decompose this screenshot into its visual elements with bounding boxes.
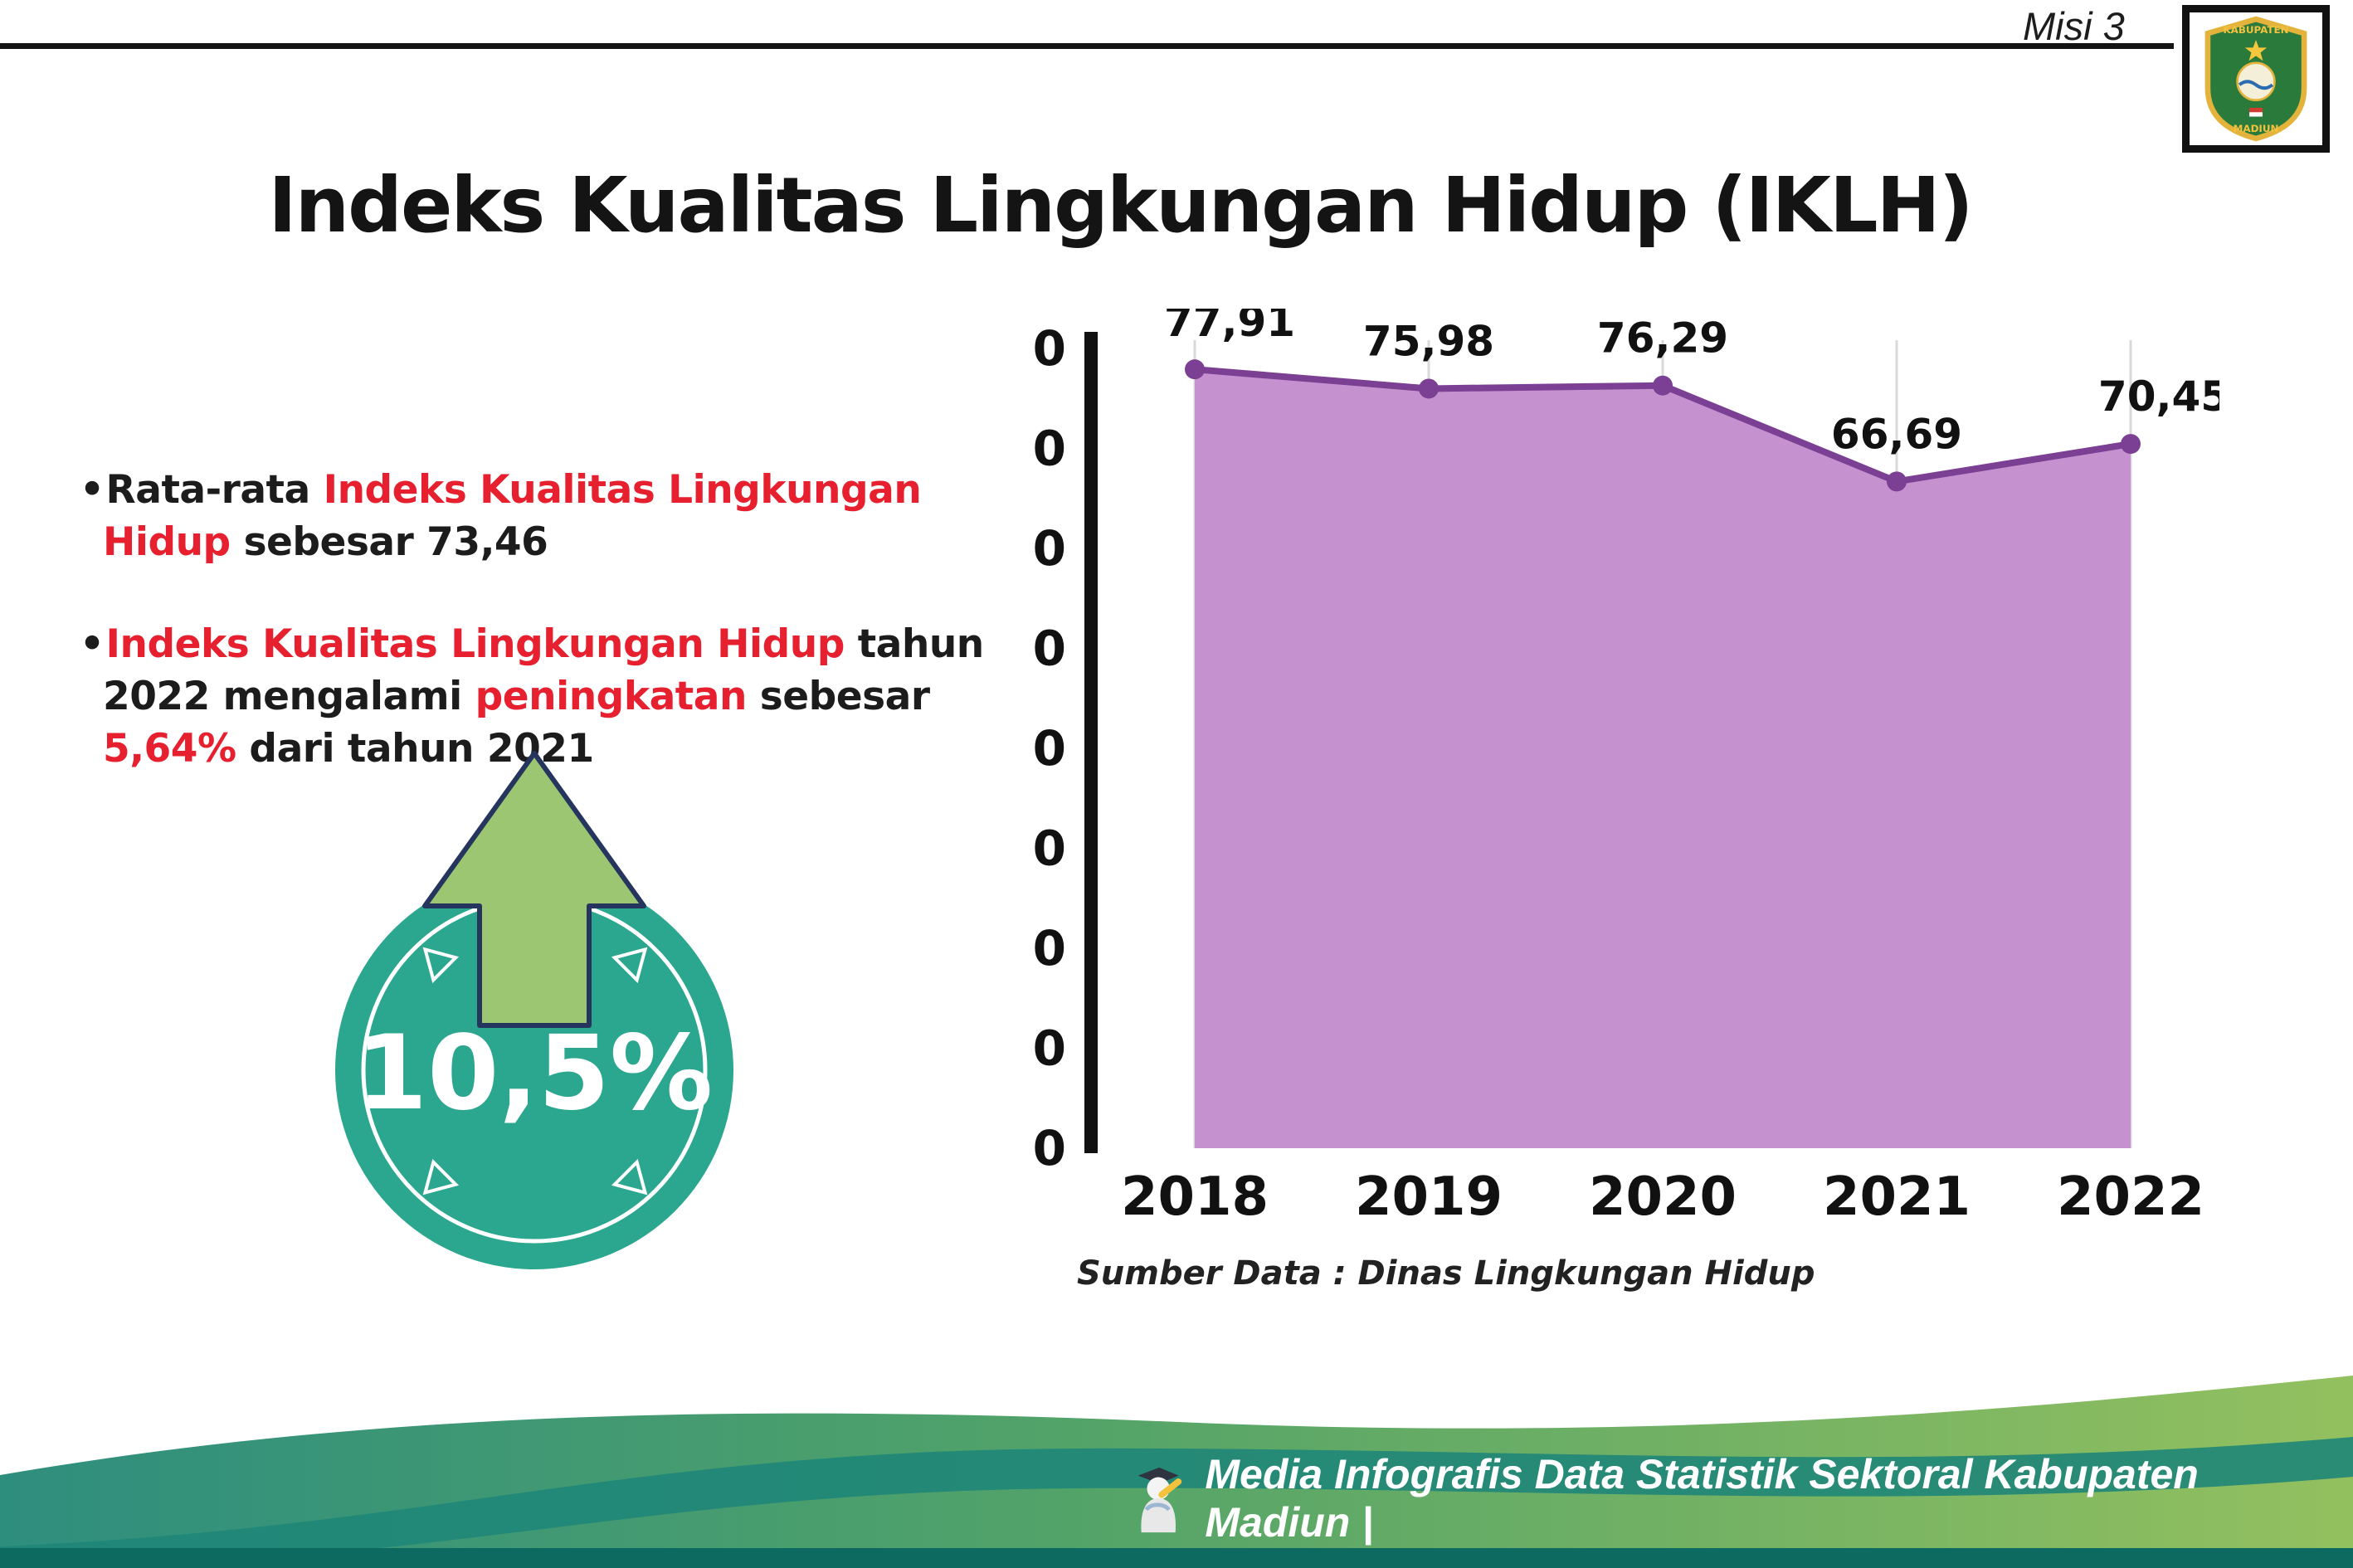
y-tick-label: 70 — [1033, 421, 1066, 477]
page-title: Indeks Kualitas Lingkungan Hidup (IKLH) — [268, 160, 1973, 250]
y-tick-label: 20 — [1033, 920, 1066, 976]
logo-flag-white — [2249, 112, 2263, 117]
badge-value: 10,5% — [356, 1014, 713, 1133]
data-label: 76,29 — [1597, 314, 1728, 363]
badge-triangle-ne-icon — [611, 947, 648, 984]
iklh-area-chart: 0 10 20 30 40 50 60 70 80 77,91 75,98 76,29 66,69 70,… — [1033, 309, 2219, 1228]
x-tick-label: 2019 — [1355, 1166, 1503, 1228]
data-point — [1185, 359, 1205, 380]
y-tick-label: 60 — [1033, 520, 1066, 577]
data-point — [2121, 434, 2141, 455]
y-tick-label: 80 — [1033, 320, 1066, 377]
chart-source: Sumber Data : Dinas Lingkungan Hidup — [1077, 1254, 1815, 1293]
x-tick-label: 2022 — [2057, 1166, 2204, 1228]
y-tick-label: 40 — [1033, 720, 1066, 777]
badge-circle — [335, 871, 733, 1269]
logo-frame: KABUPATEN MADIUN — [2182, 5, 2330, 153]
x-tick-label: 2018 — [1121, 1166, 1269, 1228]
y-tick-label: 50 — [1033, 621, 1066, 677]
bullet1-text-2: sebesar 73,46 — [230, 519, 548, 565]
kabupaten-madiun-logo: KABUPATEN MADIUN — [2204, 16, 2307, 142]
y-tick-label: 30 — [1033, 821, 1066, 877]
mascot-cap-icon — [1138, 1467, 1179, 1484]
logo-star-icon — [2244, 40, 2268, 61]
data-point — [1653, 375, 1673, 396]
growth-badge: 10,5% — [335, 751, 733, 1269]
data-label: 75,98 — [1363, 317, 1494, 365]
bullet1-text-1: Rata-rata — [105, 467, 324, 513]
bullet-list: Rata-rata Indeks Kualitas Lingkungan Hid… — [80, 465, 1001, 825]
logo-emblem — [2236, 61, 2276, 102]
bullet2-highlight-2: peningkatan — [475, 673, 748, 719]
footer-wave-teal — [0, 1437, 2353, 1568]
up-arrow-icon — [422, 751, 646, 1028]
bullet2-highlight-1: Indeks Kualitas Lingkungan Hidup — [105, 621, 845, 667]
mascot-arm — [1144, 1502, 1171, 1512]
footer-strip — [0, 1548, 2353, 1568]
data-label: 77,91 — [1164, 309, 1295, 346]
logo-bottom-text: MADIUN — [2234, 123, 2279, 134]
mascot-icon — [1138, 1467, 1182, 1533]
mascot-pencil-icon — [1158, 1478, 1182, 1498]
logo-top-text: KABUPATEN — [2223, 24, 2288, 36]
top-rule — [0, 43, 2174, 49]
y-tick-label: 0 — [1033, 1120, 1066, 1176]
footer-text: Media Infografis Data Statistik Sektoral… — [1205, 1451, 2199, 1546]
misi-label: Misi 3 — [2023, 4, 2125, 48]
data-point — [1887, 471, 1907, 492]
x-tick-label: 2020 — [1589, 1166, 1737, 1228]
bullet2-text-2: sebesar — [746, 673, 930, 719]
data-point — [1419, 378, 1439, 399]
data-label: 66,69 — [1831, 410, 1962, 458]
x-tick-label: 2021 — [1823, 1166, 1971, 1228]
y-tick-label: 10 — [1033, 1020, 1066, 1077]
bullet2-highlight-3: 5,64% — [103, 725, 236, 772]
footer-wave — [0, 1376, 2353, 1568]
badge-triangle-sw-icon — [422, 1158, 460, 1195]
logo-wave-icon — [2238, 80, 2274, 90]
bullet2-text-1: tahun 2022 mengalami — [103, 621, 984, 719]
bullet-average: Rata-rata Indeks Kualitas Lingkungan Hid… — [80, 465, 1001, 569]
footer-caption: Media Infografis Data Statistik Sektoral… — [1127, 1450, 2353, 1546]
area-fill — [1195, 369, 2131, 1148]
data-label: 70,45 — [2098, 373, 2219, 421]
badge-triangle-se-icon — [611, 1158, 648, 1195]
badge-triangle-nw-icon — [422, 947, 460, 984]
bullet1-highlight: Indeks Kualitas Lingkungan Hidup — [103, 467, 922, 565]
